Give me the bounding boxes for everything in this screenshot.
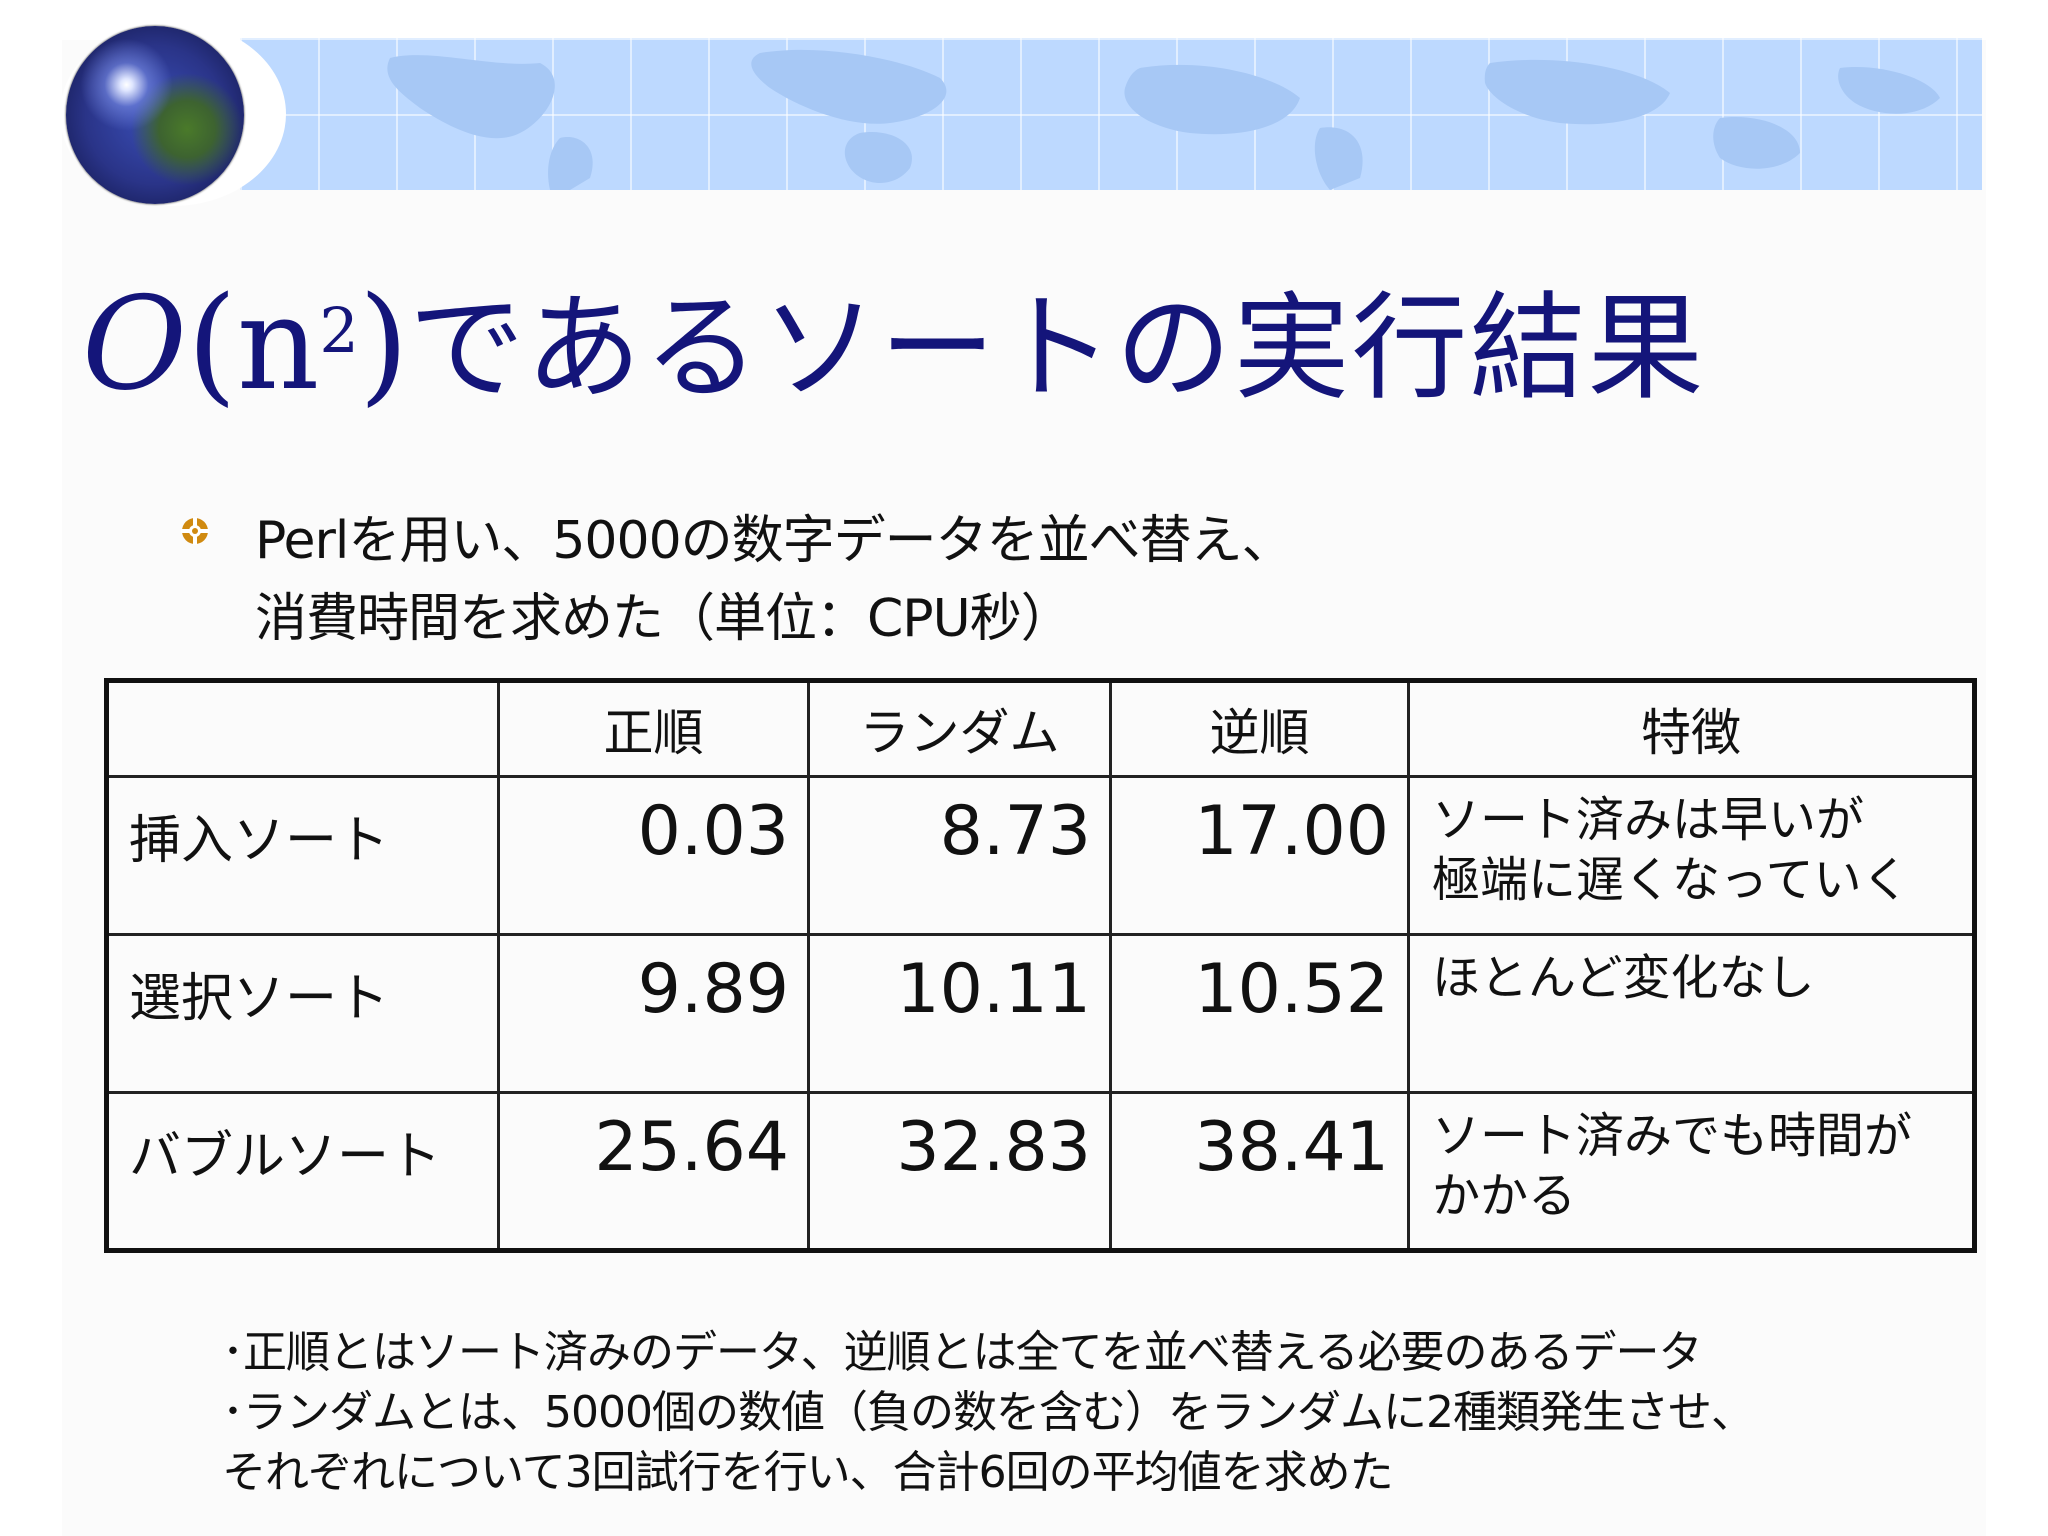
title-n: (n	[186, 270, 320, 419]
table-row: 挿入ソート 0.03 8.73 17.00 ソート済みは早いが 極端に遅くなって…	[105, 775, 1976, 936]
slide-title: O(n2)であるソートの実行結果	[82, 270, 1706, 420]
table-row: 選択ソート 9.89 10.11 10.52 ほとんど変化なし	[105, 933, 1976, 1094]
bullet-text-line-2: 消費時間を求めた（単位：CPU秒）	[255, 589, 1073, 649]
cell-feature: ソート済みでも時間が かかる	[1407, 1091, 1976, 1252]
cell-reverse: 17.00	[1109, 775, 1410, 936]
footnote-line-3: それぞれについて3回試行を行い、合計6回の平均値を求めた	[222, 1447, 1394, 1498]
header-random: ランダム	[807, 679, 1112, 778]
world-map-icon	[387, 49, 1940, 190]
header-blank	[105, 679, 500, 778]
row-label: 挿入ソート	[105, 775, 500, 936]
results-table: 正順 ランダム 逆順 特徴 挿入ソート 0.03 8.73 17.00 ソート済…	[104, 678, 1977, 1253]
header-sorted: 正順	[497, 679, 810, 778]
cell-sorted: 9.89	[497, 933, 810, 1094]
cell-random: 8.73	[807, 775, 1112, 936]
cell-reverse: 10.52	[1109, 933, 1410, 1094]
title-text: であるソートの実行結果	[408, 281, 1706, 416]
footnote-line-1: ･正順とはソート済みのデータ、逆順とは全てを並べ替える必要のあるデータ	[222, 1327, 1702, 1378]
feature-line: 極端に遅くなっていく	[1432, 852, 1910, 908]
world-map-banner	[240, 38, 1982, 190]
target-bullet-icon	[181, 517, 209, 545]
cell-sorted: 25.64	[497, 1091, 810, 1252]
title-close-paren: )	[358, 270, 409, 419]
cell-sorted: 0.03	[497, 775, 810, 936]
feature-line: ソート済みでも時間が	[1432, 1108, 1913, 1164]
cell-feature: ほとんど変化なし	[1407, 933, 1976, 1094]
cell-feature: ソート済みは早いが 極端に遅くなっていく	[1407, 775, 1976, 936]
cell-random: 32.83	[807, 1091, 1112, 1252]
row-label: バブルソート	[105, 1091, 500, 1252]
table-header-row: 正順 ランダム 逆順 特徴	[105, 679, 1976, 778]
footnote-line-2: ･ランダムとは、5000個の数値（負の数を含む）をランダムに2種類発生させ、	[222, 1387, 1755, 1438]
cell-reverse: 38.41	[1109, 1091, 1410, 1252]
title-big-o: O	[82, 270, 187, 419]
row-label: 選択ソート	[105, 933, 500, 1094]
feature-line: ソート済みは早いが	[1432, 792, 1865, 848]
feature-line: ほとんど変化なし	[1432, 950, 1815, 1006]
header-reverse: 逆順	[1109, 679, 1410, 778]
globe-icon	[66, 26, 244, 204]
table-row: バブルソート 25.64 32.83 38.41 ソート済みでも時間が かかる	[105, 1091, 1976, 1252]
bullet-text-line-1: Perlを用い、5000の数字データを並べ替え、	[255, 511, 1294, 571]
header-feature: 特徴	[1407, 679, 1976, 778]
feature-line: かかる	[1432, 1168, 1577, 1224]
title-exponent: 2	[319, 294, 359, 367]
cell-random: 10.11	[807, 933, 1112, 1094]
